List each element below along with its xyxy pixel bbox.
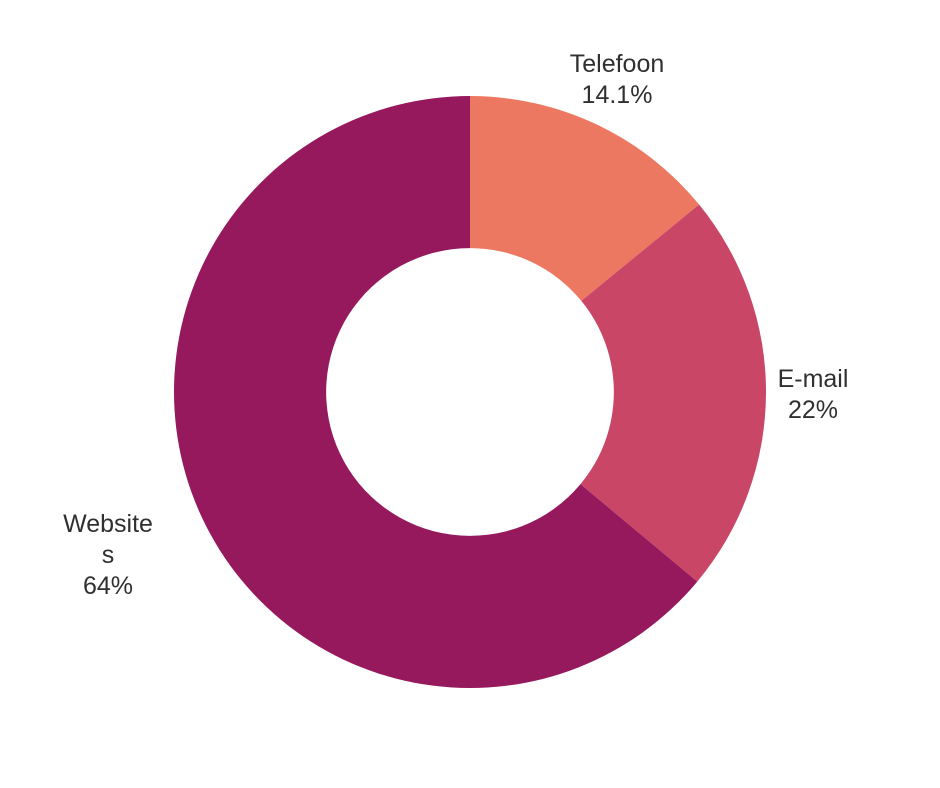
slice-label-name: E-mail (777, 365, 849, 393)
slice-label-value: 14.1% (581, 81, 653, 109)
pie-slice-e-mail (580, 204, 766, 582)
slice-label-telefoon: Telefoon 14.1% (570, 49, 665, 111)
slice-label-name: Website (63, 510, 153, 538)
slice-label-name: Telefoon (569, 50, 665, 78)
slice-label-value: 64% (82, 572, 134, 600)
pie-slice-telefoon (470, 96, 700, 301)
slice-label-email: E-mail 22% (778, 364, 849, 426)
slice-label-value: 22% (787, 396, 839, 424)
slice-label-name-wrap: s (101, 541, 115, 569)
slice-label-websites: Website s 64% (63, 509, 153, 602)
pie-slice-websites (173, 96, 698, 688)
